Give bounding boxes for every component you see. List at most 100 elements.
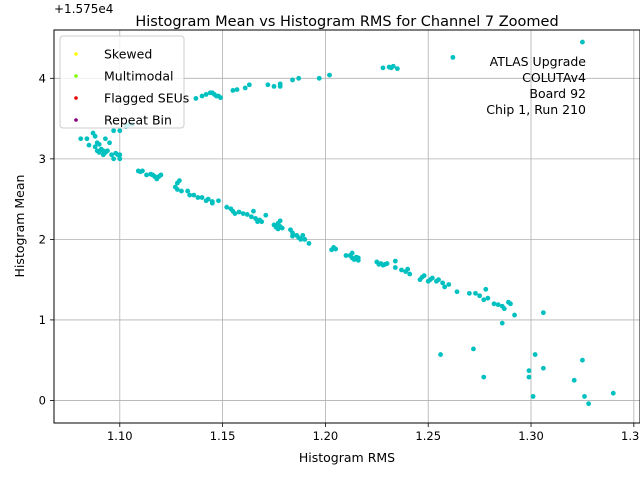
data-point (224, 204, 230, 210)
grid-lines (54, 30, 640, 423)
legend-label: Skewed (104, 47, 152, 62)
data-point (296, 75, 302, 81)
data-point (540, 310, 546, 316)
data-point (158, 172, 164, 178)
data-point (199, 195, 205, 200)
data-point (78, 136, 84, 142)
data-points (78, 39, 616, 407)
data-point (103, 136, 108, 142)
data-point (571, 377, 577, 383)
data-point (438, 352, 443, 357)
chart-title: Histogram Mean vs Histogram RMS for Chan… (135, 14, 558, 30)
data-point (96, 141, 102, 147)
annotation-line: Chip 1, Run 210 (486, 102, 586, 117)
data-point (187, 192, 193, 198)
y-tick-label: 0 (39, 393, 46, 407)
data-point (405, 266, 411, 272)
data-point (234, 87, 240, 92)
data-point (483, 286, 489, 292)
legend-label: Multimodal (104, 69, 173, 84)
legend-label: Flagged SEUs (104, 91, 189, 106)
x-tick-label: 1.35 (621, 429, 640, 443)
data-point (466, 290, 472, 296)
data-point (343, 253, 349, 258)
x-axis-label: Histogram RMS (299, 450, 395, 465)
data-point (442, 284, 448, 290)
data-point (244, 212, 250, 217)
data-point (333, 246, 339, 252)
data-point (580, 39, 585, 45)
data-point (380, 65, 386, 71)
data-point (499, 320, 505, 326)
data-point (277, 83, 283, 89)
data-point (355, 257, 361, 263)
data-point (111, 156, 117, 162)
annotation-line: COLUTAv4 (522, 70, 586, 85)
data-point (446, 282, 452, 287)
data-point (277, 218, 283, 224)
data-point (481, 374, 487, 380)
data-point (195, 195, 201, 200)
data-point (144, 172, 149, 178)
data-point (306, 241, 312, 246)
data-point (530, 394, 536, 399)
plot-frame (53, 29, 640, 424)
x-tick-label: 1.15 (210, 429, 236, 443)
data-point (392, 265, 398, 270)
data-point (481, 297, 487, 303)
data-point (109, 152, 114, 158)
data-point (230, 87, 236, 93)
data-point (508, 301, 513, 307)
y-tick-label: 4 (39, 71, 46, 85)
data-point (174, 187, 180, 192)
legend-marker (74, 96, 78, 100)
data-point (236, 209, 242, 215)
data-point (300, 232, 306, 238)
x-tick-label: 1.30 (518, 429, 544, 443)
data-point (263, 212, 269, 218)
data-point (501, 306, 507, 312)
data-point (327, 72, 332, 78)
data-point (394, 66, 400, 72)
y-tick-label: 1 (39, 313, 46, 327)
data-point (107, 140, 112, 146)
data-point (259, 219, 265, 225)
data-point (421, 273, 427, 279)
data-point (436, 277, 441, 283)
data-point (610, 390, 616, 396)
data-point (242, 85, 248, 91)
data-point (512, 312, 517, 318)
data-point (248, 214, 254, 220)
data-point (586, 401, 591, 407)
data-point (279, 225, 285, 231)
annotation-line: Board 92 (529, 86, 586, 101)
y-tick-label: 3 (39, 152, 46, 166)
data-point (526, 374, 532, 380)
data-point (271, 83, 277, 89)
data-point (495, 302, 501, 308)
data-point (491, 301, 497, 307)
data-point (179, 188, 184, 194)
data-point (232, 211, 238, 217)
data-point (532, 352, 538, 357)
data-point (199, 93, 205, 99)
data-point (485, 295, 491, 301)
x-axis-ticks: 1.10 1.15 1.20 1.25 1.30 1.35 (107, 423, 640, 443)
data-point (92, 144, 98, 150)
data-point (450, 54, 456, 60)
legend-marker (74, 118, 78, 122)
data-point (240, 211, 246, 217)
y-tick-label: 2 (39, 232, 46, 246)
data-point (205, 196, 211, 202)
y-axis-label: Histogram Mean (12, 175, 27, 278)
data-point (440, 280, 446, 286)
data-point (407, 271, 413, 277)
data-point (216, 198, 221, 204)
data-point (392, 258, 398, 264)
data-point (540, 365, 546, 371)
data-point (477, 293, 483, 299)
x-tick-label: 1.10 (107, 429, 133, 443)
legend-marker (74, 52, 78, 56)
data-point (105, 148, 110, 154)
legend: Skewed Multimodal Flagged SEUs Repeat Bin (59, 35, 189, 129)
